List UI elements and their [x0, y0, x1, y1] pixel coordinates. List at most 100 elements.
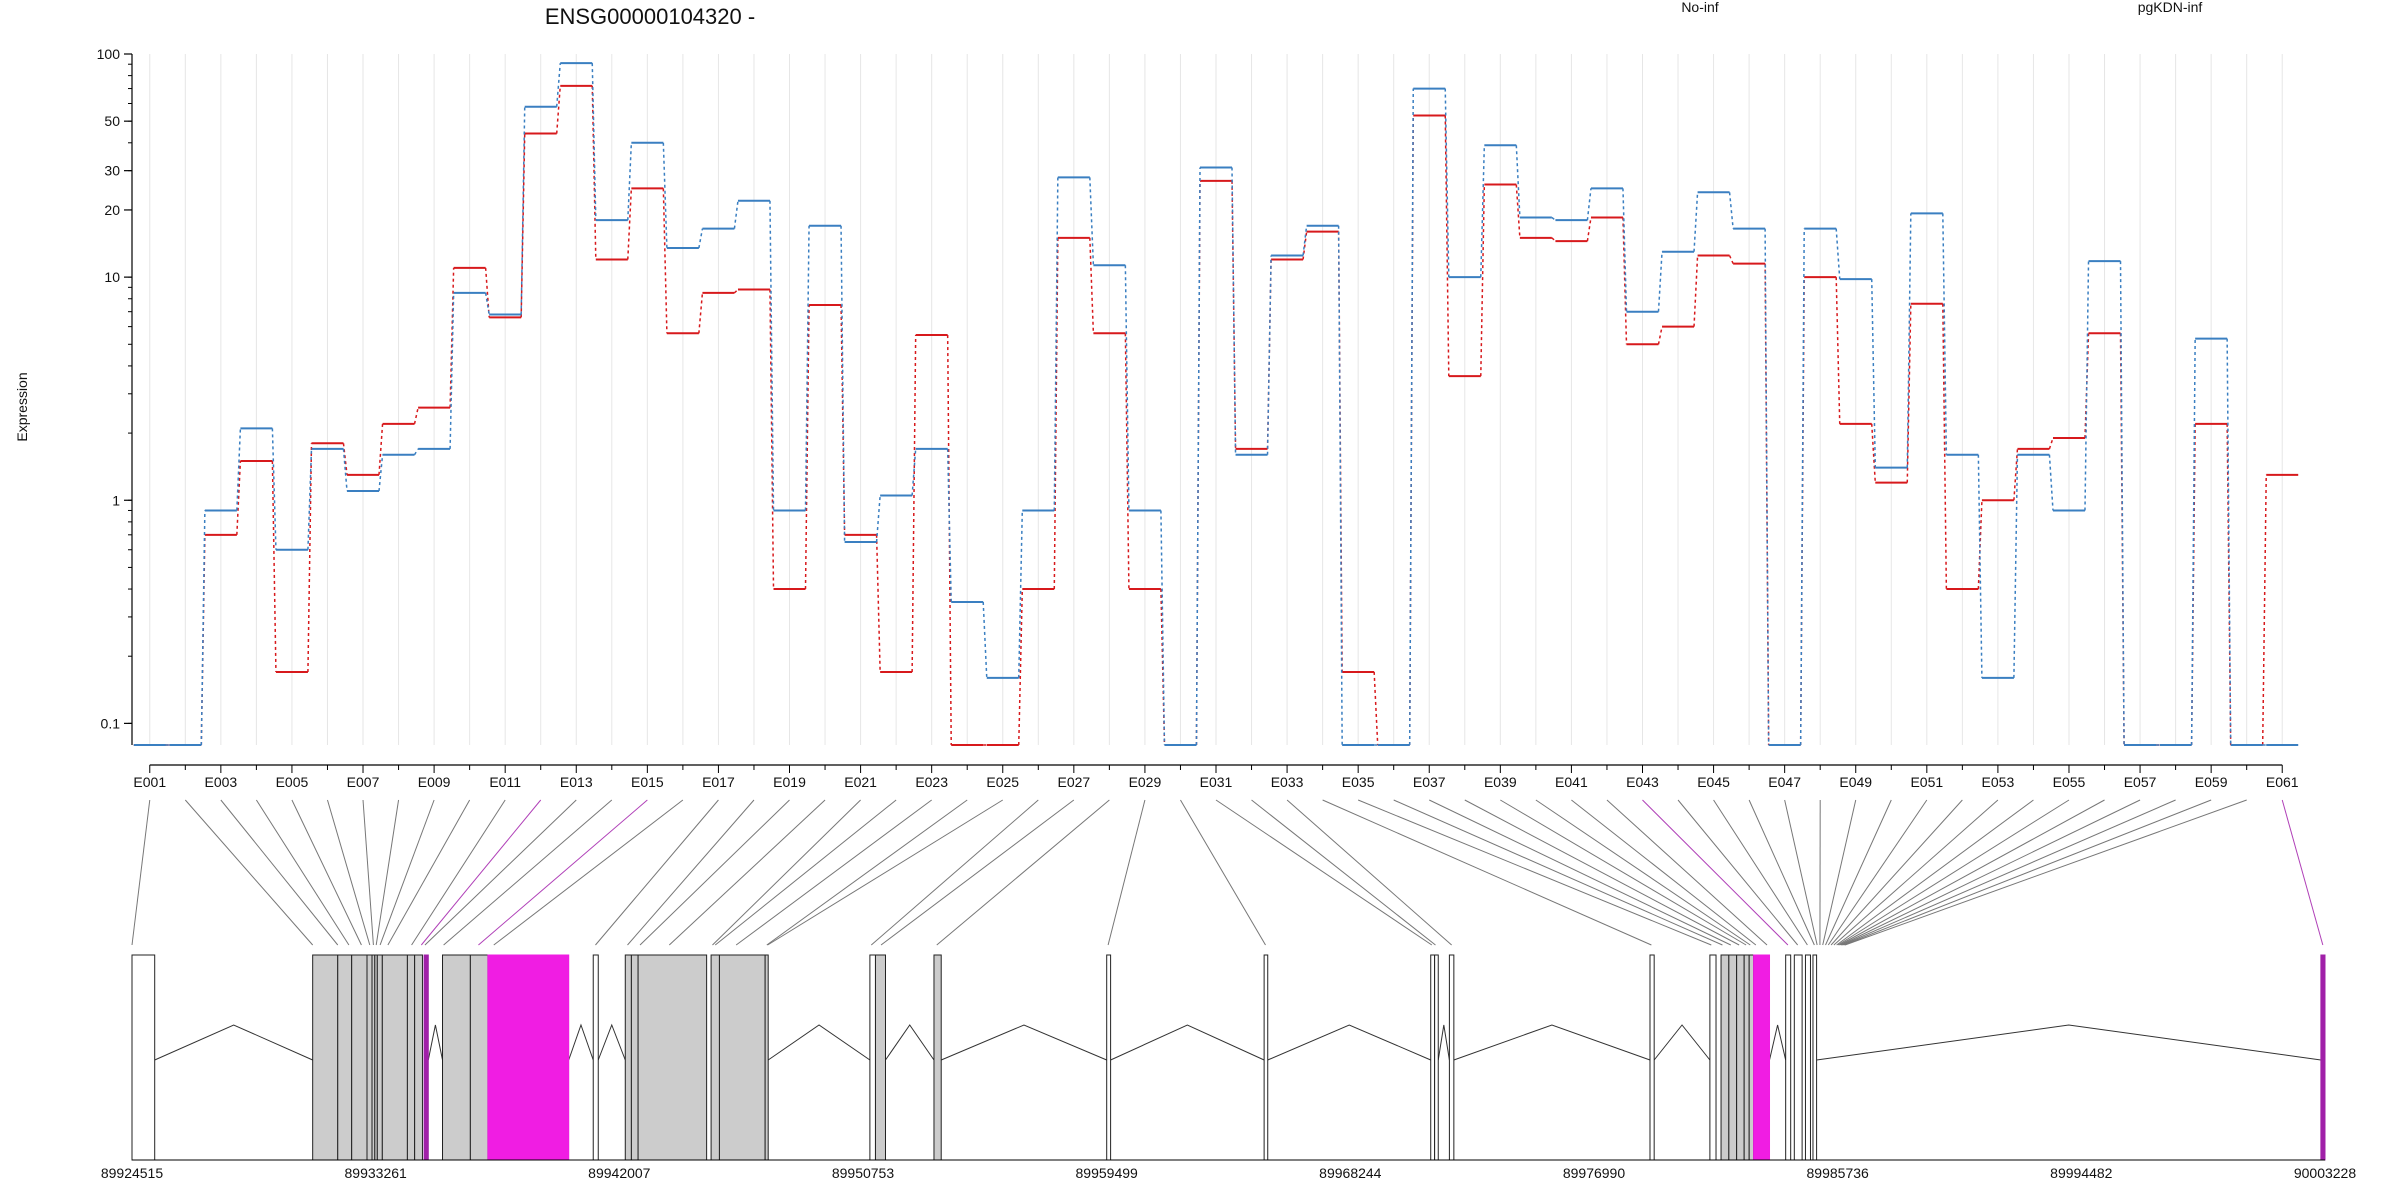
x-tick-label: E005 — [276, 774, 309, 790]
intron-line — [885, 1024, 935, 1061]
exon-box — [1448, 954, 1455, 1161]
step-connector — [769, 289, 775, 590]
x-tick-label: E061 — [2266, 774, 2299, 790]
exon-connector — [1837, 799, 2070, 946]
exon-box — [1728, 954, 1738, 1161]
step-connector — [1693, 192, 1699, 252]
exon-connector — [1840, 799, 2141, 946]
step-connector — [1977, 454, 1983, 678]
x-tick-label: E013 — [560, 774, 593, 790]
step-connector — [1551, 237, 1556, 242]
coord-label: 89968244 — [1319, 1165, 1382, 1181]
x-tick-label: E045 — [1697, 774, 1730, 790]
exon-box — [1812, 954, 1818, 1161]
step-connector — [307, 443, 313, 672]
step-connector — [2084, 261, 2090, 511]
step-connector — [1870, 279, 1877, 468]
step-connector — [2261, 474, 2267, 746]
intron-line — [1110, 1024, 1265, 1061]
step-connector — [1408, 88, 1415, 746]
series-pgkdn-inf — [133, 62, 2299, 746]
coord-label: 89959499 — [1076, 1165, 1139, 1181]
exon-connector — [1844, 799, 2247, 946]
exon-connector — [1571, 799, 1757, 946]
exon-connector — [443, 799, 613, 946]
x-tick-label: E043 — [1626, 774, 1659, 790]
step-connector — [2119, 261, 2125, 746]
step-connector — [1444, 115, 1450, 377]
intron-line — [1653, 1024, 1711, 1061]
exon-box — [874, 954, 886, 1161]
step-connector — [1906, 213, 1912, 468]
exon-box — [592, 954, 599, 1161]
exon-box — [1753, 954, 1771, 1161]
exon-connector — [1822, 799, 1857, 946]
exon-connector — [1748, 799, 1815, 946]
step-connector — [520, 133, 526, 318]
exon-box — [1720, 954, 1730, 1161]
intron-line — [1769, 1024, 1787, 1061]
step-connector — [840, 225, 846, 543]
exon-connector — [1215, 799, 1433, 946]
step-connector — [1835, 228, 1841, 280]
step-connector — [1302, 231, 1308, 260]
x-tick-label: E041 — [1555, 774, 1588, 790]
x-tick-label: E049 — [1839, 774, 1872, 790]
x-tick-label: E029 — [1129, 774, 1162, 790]
step-connector — [733, 200, 739, 229]
exon-box — [1804, 954, 1811, 1161]
genomic-coordinates: 89924515 89933261 89942007 89950753 89959499… — [101, 1159, 2356, 1181]
exon-connector — [1322, 799, 1652, 946]
intron-line — [154, 1024, 313, 1061]
x-tick-label: E017 — [702, 774, 735, 790]
exon-box — [933, 954, 942, 1161]
exon-connector — [184, 799, 314, 946]
step-connector — [2048, 437, 2054, 450]
exon-box — [630, 954, 639, 1161]
step-connector — [1586, 217, 1592, 242]
x-axis: E001 E003 E005 E007 E009 E011 E013 E015 E017 E019… — [133, 764, 2299, 790]
y-tick-label: 10 — [104, 269, 120, 285]
exon-box — [351, 954, 368, 1161]
x-tick-label: E025 — [986, 774, 1019, 790]
y-axis: 0.1 1 10 20 30 50 100 — [97, 46, 133, 745]
step-connector — [1444, 88, 1450, 278]
y-tick-label: 1 — [112, 492, 120, 508]
y-tick-label: 30 — [104, 163, 120, 179]
exon-connector — [1827, 799, 1928, 946]
step-connector — [484, 267, 490, 318]
y-tick-label: 0.1 — [101, 715, 121, 731]
legend-pgkdn-inf: pgKDN-inf — [2138, 0, 2203, 15]
step-connector — [1942, 213, 1948, 455]
exon-box — [1649, 954, 1655, 1161]
step-connector — [307, 448, 313, 550]
step-connector — [342, 443, 348, 475]
exon-connector — [1180, 799, 1266, 946]
step-connector — [378, 423, 384, 475]
step-connector — [1764, 228, 1770, 746]
exon-connectors — [131, 799, 2324, 946]
step-connector — [911, 448, 917, 496]
exon-connector — [387, 799, 471, 946]
step-connector — [413, 407, 419, 425]
exon-box — [718, 954, 766, 1161]
exon-connector — [291, 799, 362, 946]
step-connector — [236, 428, 242, 511]
exon-box — [1793, 954, 1803, 1161]
intron-line — [427, 1024, 443, 1061]
exon-connector — [1713, 799, 1808, 946]
grid-lines — [149, 54, 2283, 745]
y-tick-label: 100 — [97, 46, 121, 62]
step-connector — [1480, 145, 1486, 278]
x-tick-label: E009 — [418, 774, 451, 790]
y-axis-label: Expression — [14, 372, 30, 441]
exon-box — [337, 954, 353, 1161]
step-connector — [1337, 225, 1343, 746]
step-connector — [484, 292, 490, 315]
y-tick-label: 20 — [104, 202, 120, 218]
exon-connector — [714, 799, 897, 946]
coord-label: 89985736 — [1807, 1165, 1870, 1181]
step-connector — [1373, 671, 1379, 746]
step-connector — [1124, 333, 1130, 590]
intron-line — [1267, 1024, 1431, 1061]
